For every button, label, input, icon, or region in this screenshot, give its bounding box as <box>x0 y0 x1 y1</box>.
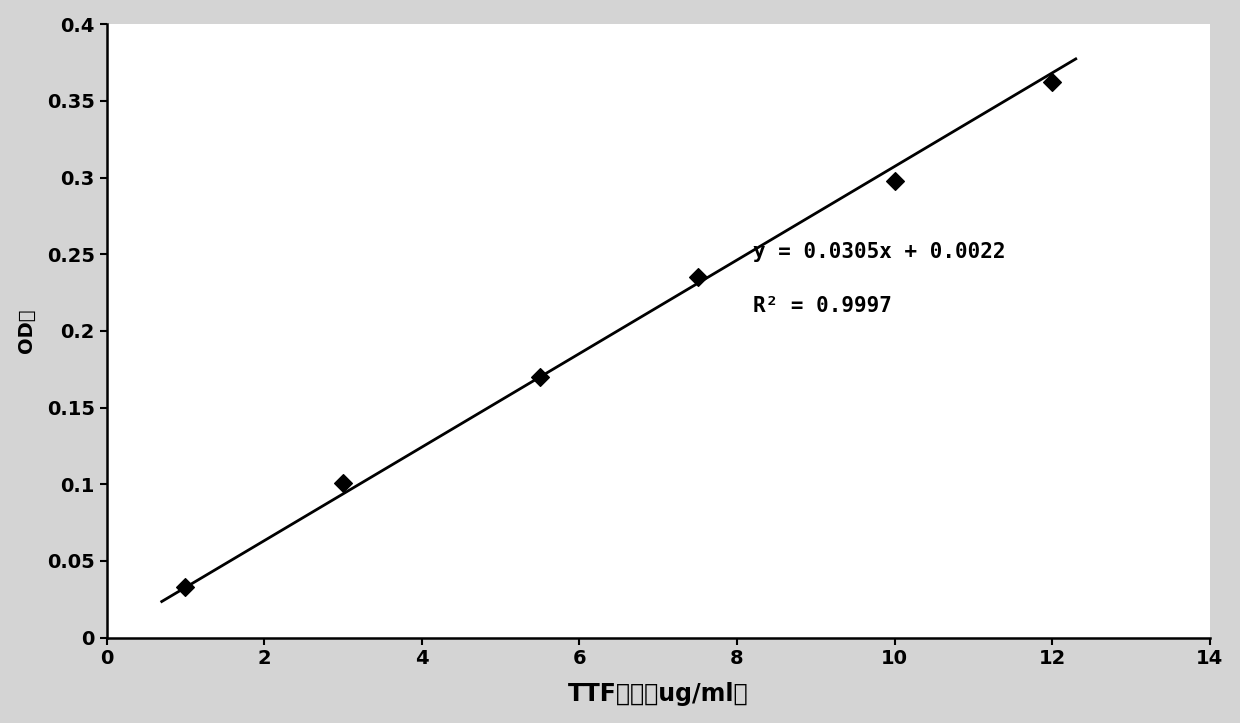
Point <box>1042 77 1061 88</box>
Text: R² = 0.9997: R² = 0.9997 <box>753 296 892 316</box>
Point <box>175 581 195 593</box>
Text: y = 0.0305x + 0.0022: y = 0.0305x + 0.0022 <box>753 242 1006 262</box>
Point <box>334 477 353 489</box>
X-axis label: TTF浓度（ug/ml）: TTF浓度（ug/ml） <box>568 683 749 706</box>
Y-axis label: OD値: OD値 <box>16 309 36 353</box>
Point <box>688 271 708 283</box>
Point <box>884 175 904 187</box>
Point <box>529 371 549 382</box>
